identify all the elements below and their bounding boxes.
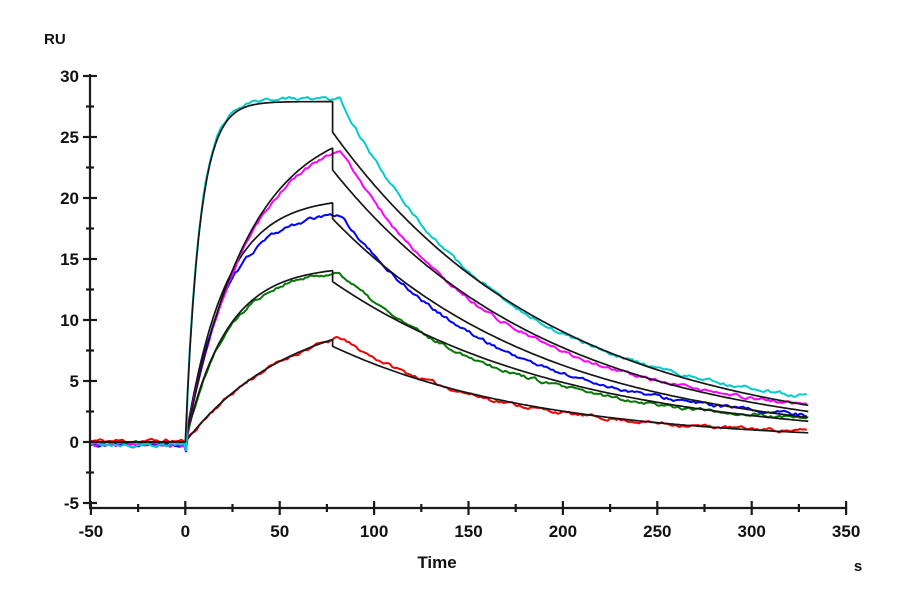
axes-layer (83, 74, 848, 515)
x-tick-label-150: 150 (454, 522, 482, 541)
x-tick-label-250: 250 (643, 522, 671, 541)
fit-magenta-trace (90, 147, 809, 443)
x-axis-title: Time (417, 553, 456, 572)
x-tick-label--50: -50 (79, 522, 104, 541)
y-tick-label-30: 30 (60, 67, 79, 86)
fit-cyan-trace (90, 100, 809, 443)
fit-red-trace (90, 338, 809, 443)
x-tick-label-300: 300 (738, 522, 766, 541)
fit-green-trace (90, 269, 809, 443)
x-tick-label-50: 50 (270, 522, 289, 541)
curves-layer (90, 96, 809, 453)
fit-blue-trace (90, 202, 809, 443)
y-tick-label-5: 5 (70, 372, 79, 391)
y-tick-label-0: 0 (70, 433, 79, 452)
sensorgram-green-trace (90, 271, 807, 450)
y-tick-label-25: 25 (60, 128, 79, 147)
y-tick-label-20: 20 (60, 189, 79, 208)
y-tick-label-15: 15 (60, 250, 79, 269)
y-tick-label-10: 10 (60, 311, 79, 330)
x-axis-unit-label: s (854, 558, 862, 575)
y-axis-unit-label: RU (44, 31, 66, 48)
sensorgram-magenta-trace (90, 150, 808, 452)
x-tick-label-200: 200 (549, 522, 577, 541)
x-tick-label-350: 350 (832, 522, 860, 541)
y-tick-label--5: -5 (64, 494, 79, 513)
x-tick-label-0: 0 (181, 522, 190, 541)
x-tick-label-100: 100 (360, 522, 388, 541)
